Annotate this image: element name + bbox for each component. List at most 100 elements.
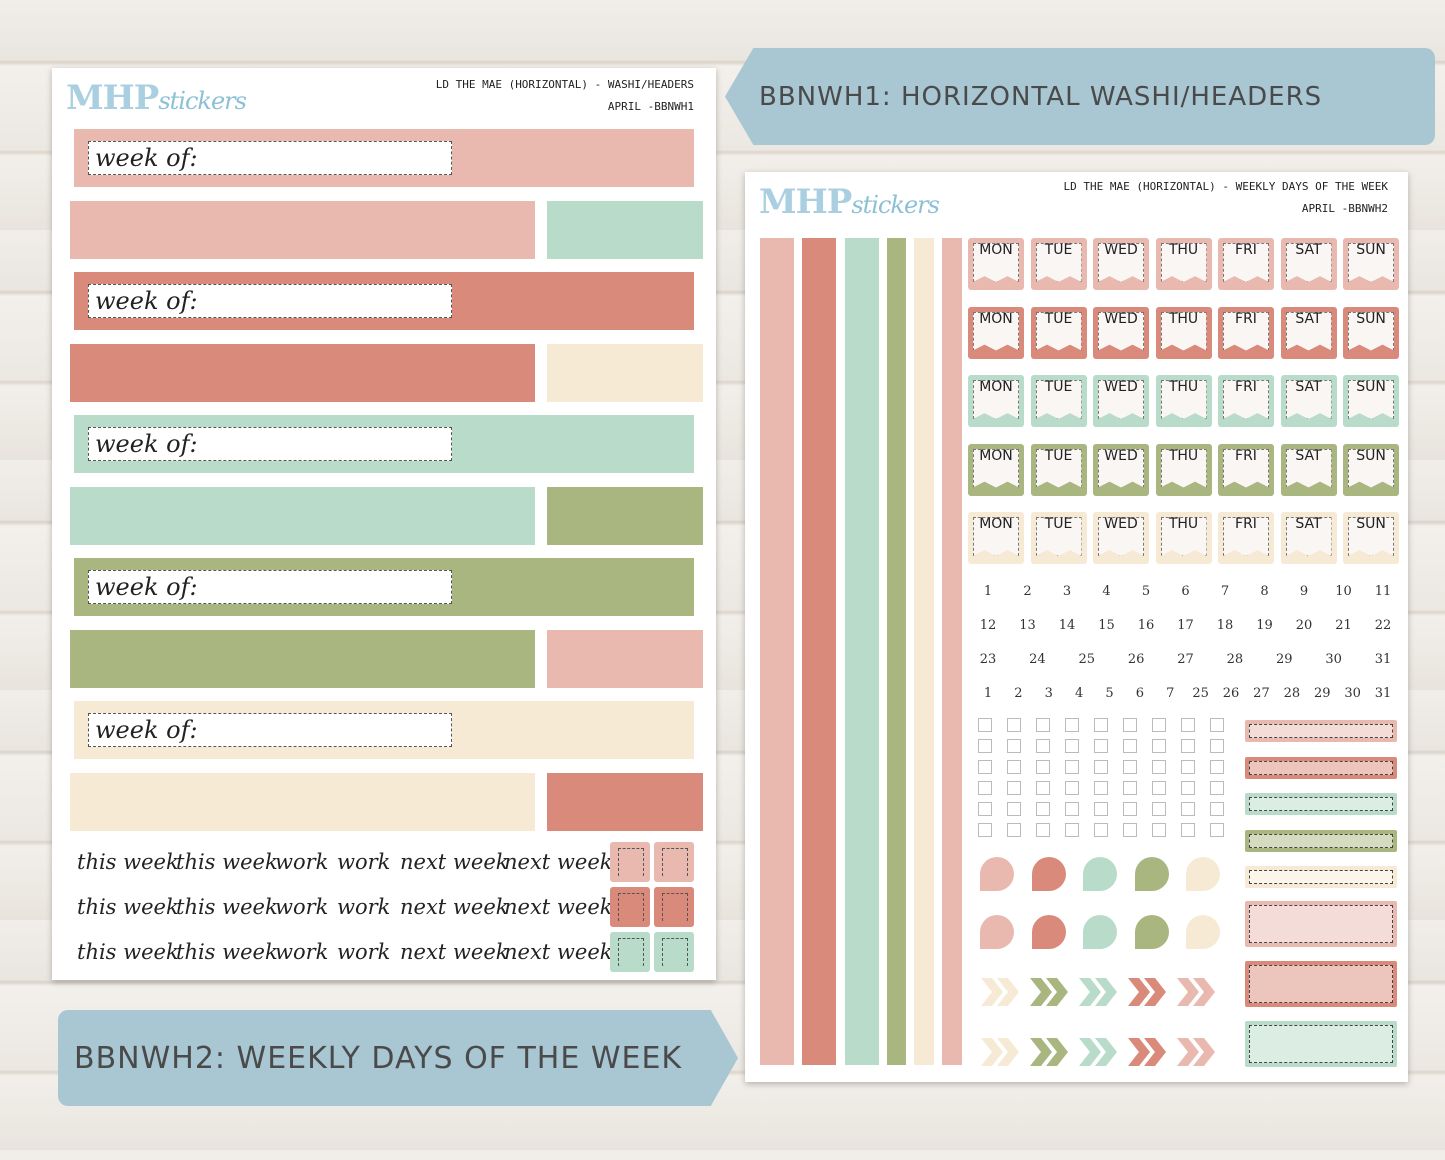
- week-of-label: week of:: [88, 713, 452, 747]
- checkbox-sticker: [1123, 739, 1137, 753]
- day-label: THU: [1168, 242, 1199, 258]
- day-sticker-sat: SAT: [1280, 512, 1337, 564]
- day-inner: [1223, 311, 1269, 351]
- day-inner: [1098, 311, 1144, 351]
- day-inner: [1223, 448, 1269, 488]
- sheet-title: LD THE MAE (HORIZONTAL) - WASHI/HEADERS A…: [435, 78, 694, 113]
- day-inner: [1160, 380, 1207, 419]
- date-number: 27: [1253, 686, 1270, 701]
- word-sticker: this week: [176, 940, 278, 964]
- washi-headers-sheet: MHPstickers LD THE MAE (HORIZONTAL) - WA…: [52, 68, 716, 980]
- day-sticker-thu: THU: [1155, 375, 1212, 427]
- date-number: 28: [1226, 652, 1244, 667]
- flag-sticker: [654, 887, 694, 927]
- day-inner: [1223, 517, 1269, 556]
- day-sticker-sat: SAT: [1280, 306, 1337, 359]
- week-of-header-sticker: week of:: [74, 415, 694, 473]
- half-circle-sticker: [1134, 857, 1169, 891]
- day-sticker-sat: SAT: [1280, 375, 1337, 427]
- date-number: 30: [1325, 652, 1342, 667]
- date-number: 18: [1216, 618, 1234, 633]
- day-sticker-thu: THU: [1155, 443, 1212, 496]
- vertical-washi-strip: [845, 238, 879, 1065]
- day-inner: [973, 243, 1019, 282]
- week-of-header-sticker: week of:: [74, 129, 694, 187]
- day-label: WED: [1104, 516, 1138, 532]
- flag-sticker: [654, 842, 694, 882]
- day-label: FRI: [1235, 516, 1257, 532]
- chevron-arrow-sticker: [1177, 978, 1199, 1006]
- checkbox-sticker: [1007, 739, 1021, 753]
- chevron-arrow-sticker: [1079, 978, 1101, 1006]
- date-number: 3: [1062, 584, 1072, 599]
- washi-strip: [70, 773, 535, 831]
- flag-sticker: [610, 842, 650, 882]
- small-label-box: [1245, 793, 1397, 815]
- word-sticker: this week: [77, 850, 179, 874]
- half-circle-sticker: [980, 857, 1014, 891]
- day-label: MON: [979, 379, 1013, 395]
- checkbox-sticker: [1094, 781, 1108, 795]
- checkbox-sticker: [1152, 739, 1166, 753]
- checkbox-sticker: [978, 718, 992, 732]
- half-circle-sticker: [980, 915, 1014, 949]
- date-number: 6: [1181, 584, 1190, 599]
- day-sticker-thu: THU: [1155, 512, 1212, 564]
- week-of-header-sticker: week of:: [74, 272, 694, 330]
- day-label: WED: [1104, 242, 1138, 258]
- day-label: MON: [979, 516, 1013, 532]
- day-label: TUE: [1044, 447, 1073, 464]
- day-sticker-wed: WED: [1093, 306, 1149, 359]
- day-sticker-mon: MON: [968, 238, 1024, 290]
- checkbox-sticker: [1123, 760, 1137, 774]
- checkbox-sticker: [1065, 823, 1079, 837]
- checkbox-sticker: [1036, 760, 1050, 774]
- date-number: 19: [1256, 618, 1273, 633]
- chevron-arrow-sticker: [1128, 978, 1150, 1006]
- chevron-arrow-sticker: [1177, 1038, 1199, 1066]
- date-number: 4: [1102, 584, 1111, 599]
- box-inner: [1249, 833, 1393, 848]
- date-number: 9: [1299, 584, 1309, 599]
- checkbox-sticker: [1152, 802, 1166, 816]
- date-number: 27: [1177, 652, 1194, 667]
- checkbox-sticker: [1007, 802, 1021, 816]
- chevron-arrow-sticker: [1030, 1038, 1052, 1066]
- day-sticker-sat: SAT: [1280, 238, 1337, 290]
- word-sticker: work: [337, 895, 391, 919]
- day-sticker-tue: TUE: [1030, 443, 1087, 496]
- date-number: 1: [983, 584, 993, 599]
- day-inner: [973, 380, 1019, 419]
- day-sticker-fri: FRI: [1218, 512, 1274, 564]
- date-number: 15: [1098, 618, 1115, 633]
- banner-text: BBNWH2: WEEKLY DAYS OF THE WEEK: [74, 1040, 683, 1076]
- day-sticker-tue: TUE: [1030, 238, 1087, 290]
- word-sticker: next week: [504, 940, 613, 964]
- checkbox-sticker: [1094, 823, 1108, 837]
- day-label: SAT: [1295, 447, 1322, 464]
- chevron-arrow-sticker: [1128, 1038, 1150, 1066]
- day-inner: [1098, 243, 1144, 282]
- day-inner: [1348, 448, 1394, 488]
- date-number: 17: [1177, 618, 1194, 633]
- day-inner: [973, 311, 1019, 351]
- box-inner: [1249, 797, 1393, 811]
- checkbox-sticker: [1036, 718, 1050, 732]
- day-inner: [1098, 517, 1144, 556]
- day-sticker-sun: SUN: [1343, 375, 1399, 427]
- chevron-arrow-sticker: [1079, 1038, 1101, 1066]
- vertical-washi-strip: [760, 238, 794, 1065]
- checkbox-sticker: [1094, 760, 1108, 774]
- day-label: THU: [1168, 447, 1199, 464]
- chevron-arrow-sticker: [981, 978, 1003, 1006]
- day-label: MON: [979, 447, 1013, 464]
- washi-block: [547, 773, 703, 831]
- day-inner: [1098, 448, 1144, 488]
- checkbox-sticker: [1181, 760, 1195, 774]
- washi-block: [547, 630, 703, 688]
- date-number: 12: [979, 618, 997, 633]
- chevron-arrow-sticker: [997, 1038, 1019, 1066]
- date-number: 30: [1344, 686, 1361, 701]
- day-label: SUN: [1356, 242, 1386, 258]
- day-label: TUE: [1044, 516, 1073, 532]
